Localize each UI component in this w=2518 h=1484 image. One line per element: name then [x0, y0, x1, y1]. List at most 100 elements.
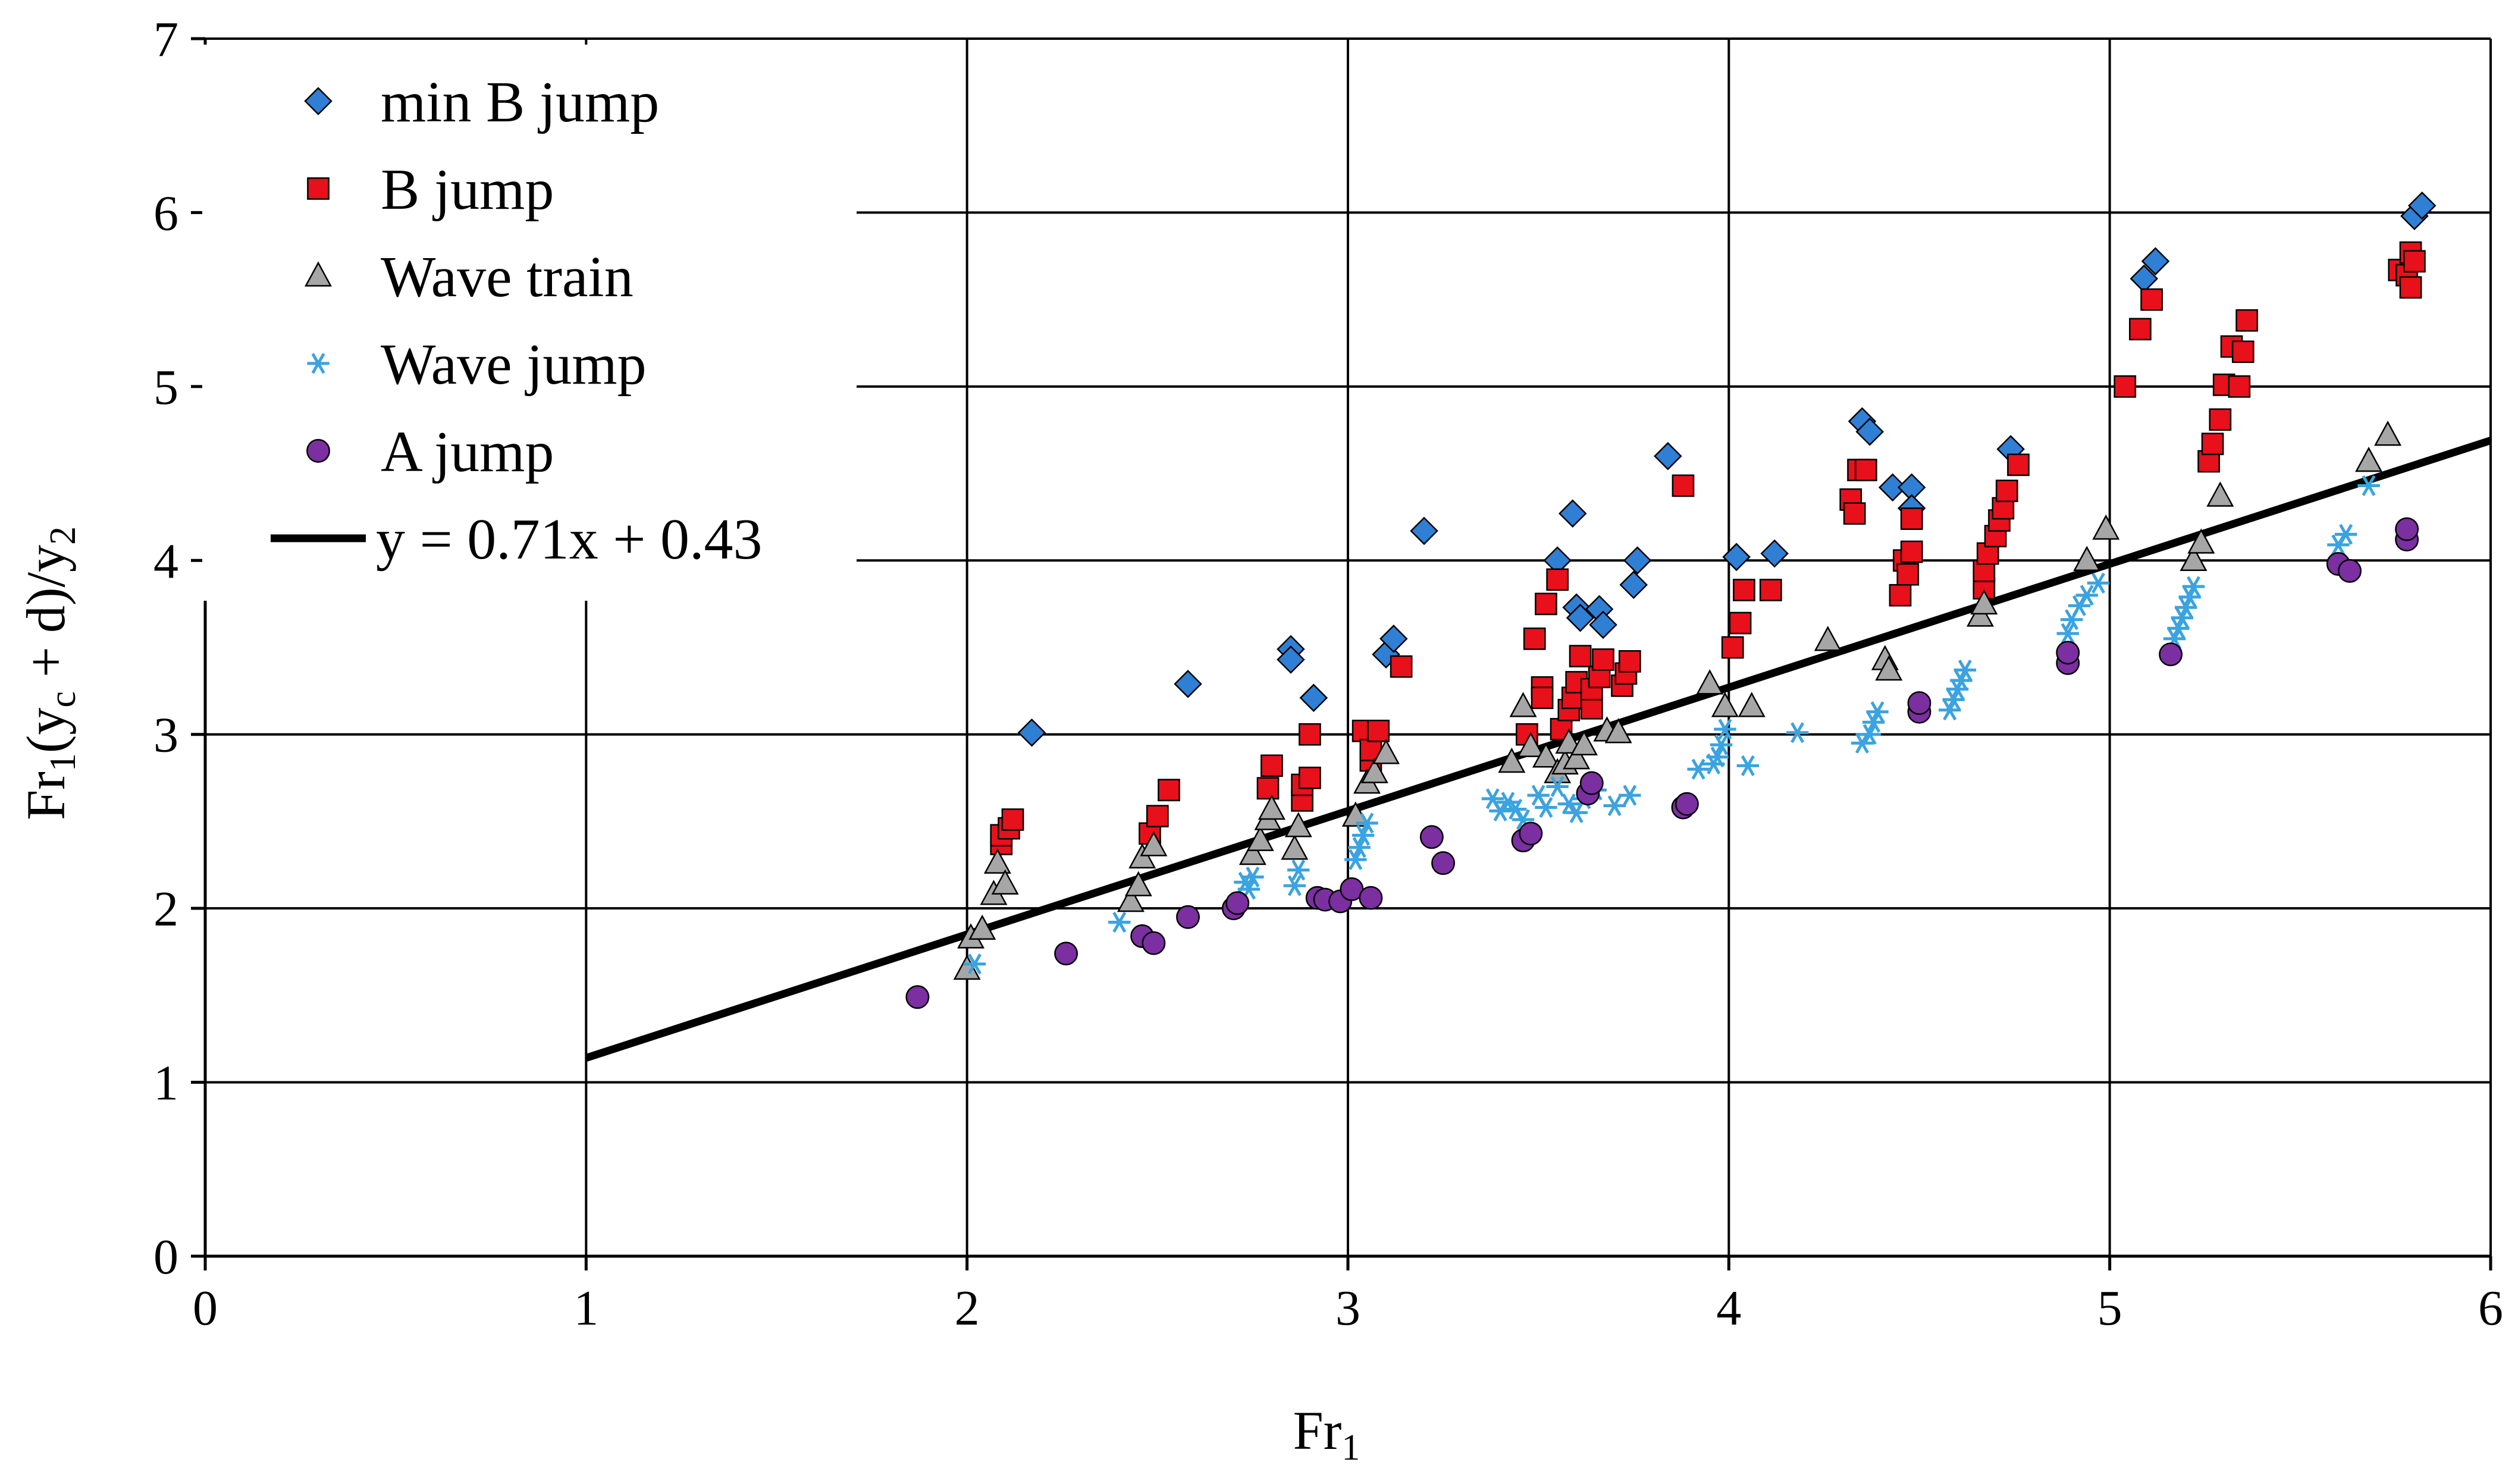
data-point-wave-jump [2175, 597, 2197, 618]
data-point-b-jump [1896, 563, 1920, 586]
data-point-min-b-jump [1855, 418, 1884, 446]
data-point-wave-jump [1706, 746, 1729, 768]
data-point-b-jump [1001, 808, 1024, 831]
data-point-wave-jump [1557, 793, 1581, 815]
y-tick-label: 5 [153, 360, 178, 415]
data-points [905, 191, 2437, 1009]
data-point-wave-jump [1939, 699, 1961, 721]
y-axis-title-part-2: (y [15, 708, 76, 754]
data-point-wave-jump [1786, 722, 1809, 743]
data-point-wave-train [1284, 812, 1312, 837]
data-point-wave-jump [1710, 734, 1733, 755]
data-point-wave-jump [2171, 607, 2194, 629]
x-axis-title-main: Fr [1293, 1400, 1342, 1461]
data-point-wave-train [1246, 826, 1274, 851]
legend-label-b-jump: B jump [381, 158, 554, 222]
data-point-wave-jump [1950, 670, 1973, 691]
data-point-b-jump [1256, 777, 1280, 800]
data-point-a-jump [1176, 905, 1200, 929]
data-point-b-jump [1146, 805, 1169, 828]
series-b-jump [990, 241, 2426, 855]
data-point-wave-jump [2075, 585, 2098, 606]
data-point-a-jump [1142, 931, 1166, 955]
data-point-wave-train [1124, 871, 1152, 896]
x-axis-title: Fr1 [1293, 1400, 1360, 1468]
data-point-wave-train [1570, 730, 1598, 756]
data-point-wave-jump [1687, 758, 1710, 780]
data-point-wave-train [1738, 692, 1766, 717]
data-point-wave-jump [1862, 711, 1885, 733]
data-point-wave-train [1532, 742, 1560, 768]
data-point-b-jump [2209, 408, 2232, 431]
data-point-min-b-jump [1722, 542, 1751, 572]
data-point-wave-train [2355, 446, 2383, 472]
data-point-b-jump [1531, 686, 1554, 710]
x-tick-label: 0 [193, 1281, 218, 1336]
data-point-min-b-jump [2141, 247, 2170, 276]
data-point-b-jump [2114, 375, 2137, 398]
data-point-wave-train [1509, 692, 1537, 717]
data-point-wave-train [1238, 839, 1266, 865]
data-point-wave-train [1517, 732, 1545, 757]
data-point-wave-jump [1108, 912, 1131, 933]
data-point-wave-train [2180, 545, 2207, 572]
data-point-min-b-jump [1619, 570, 1648, 599]
data-point-a-jump [1519, 821, 1543, 846]
data-point-b-jump [2403, 250, 2426, 273]
data-point-wave-train [1372, 739, 1400, 764]
data-point-wave-train [968, 914, 996, 940]
data-point-b-jump [1995, 479, 2018, 503]
data-point-a-jump [1431, 851, 1456, 876]
data-point-wave-jump [1714, 719, 1736, 740]
data-point-wave-jump [1619, 785, 1641, 806]
data-point-a-jump [905, 985, 930, 1009]
legend-label-fit-line: y = 0.71x + 0.43 [376, 507, 763, 572]
y-tick-label: 4 [153, 534, 178, 589]
data-point-b-jump [1618, 650, 1641, 673]
data-point-wave-train [1281, 834, 1309, 860]
data-point-wave-jump [1942, 689, 1965, 710]
y-axis-title-part-3: + d)/y [15, 545, 76, 691]
data-point-wave-jump [1344, 849, 1367, 870]
data-point-wave-train [1875, 655, 1903, 681]
data-point-b-jump [1546, 568, 1569, 591]
data-point-min-b-jump [1174, 670, 1202, 698]
data-point-wave-train [1360, 758, 1388, 783]
data-point-b-jump [2399, 276, 2422, 299]
data-point-wave-train [2187, 528, 2215, 554]
data-point-wave-train [1970, 589, 1998, 615]
data-point-a-jump [2056, 641, 2080, 665]
data-point-min-b-jump [2407, 191, 2437, 220]
series-min-b-jump [1017, 191, 2437, 747]
data-point-wave-train [1563, 744, 1591, 770]
data-point-b-jump [2235, 309, 2259, 332]
x-axis-title-subscript: 1 [1341, 1427, 1360, 1468]
y-axis-title: Fr1(yc + d)/y2 [15, 526, 83, 820]
data-point-wave-train [991, 869, 1019, 895]
data-point-wave-jump [1953, 660, 1977, 681]
data-point-min-b-jump [1410, 516, 1438, 545]
data-point-b-jump [1390, 655, 1413, 678]
data-point-min-b-jump [1379, 625, 1408, 653]
data-point-a-jump [1579, 771, 1604, 795]
y-tick-label: 3 [153, 708, 178, 763]
data-point-wave-jump [2167, 617, 2190, 639]
y-axis-title-sub-2: c [43, 691, 83, 708]
data-point-wave-train [2206, 481, 2234, 507]
data-point-a-jump [2159, 642, 2183, 667]
data-point-b-jump [1299, 766, 1321, 789]
data-point-b-jump [1733, 579, 1755, 601]
data-point-wave-train [1140, 831, 1168, 856]
data-point-b-jump [2129, 318, 2152, 341]
data-point-b-jump [1759, 579, 1782, 601]
data-point-b-jump [1855, 459, 1877, 482]
y-axis-title-part-1: Fr [15, 771, 76, 820]
y-axis-title-sub-3: 2 [43, 526, 83, 545]
data-point-b-jump [1523, 628, 1546, 650]
y-tick-label: 0 [153, 1229, 178, 1285]
legend-marker-b-jump [307, 177, 330, 200]
series-wave-train [953, 421, 2402, 980]
tick-labels: 0 1 2 3 4 5 6 0 1 2 3 4 5 6 7 [153, 12, 2503, 1336]
data-point-wave-train [1814, 626, 1842, 651]
data-point-wave-train [1604, 718, 1632, 743]
